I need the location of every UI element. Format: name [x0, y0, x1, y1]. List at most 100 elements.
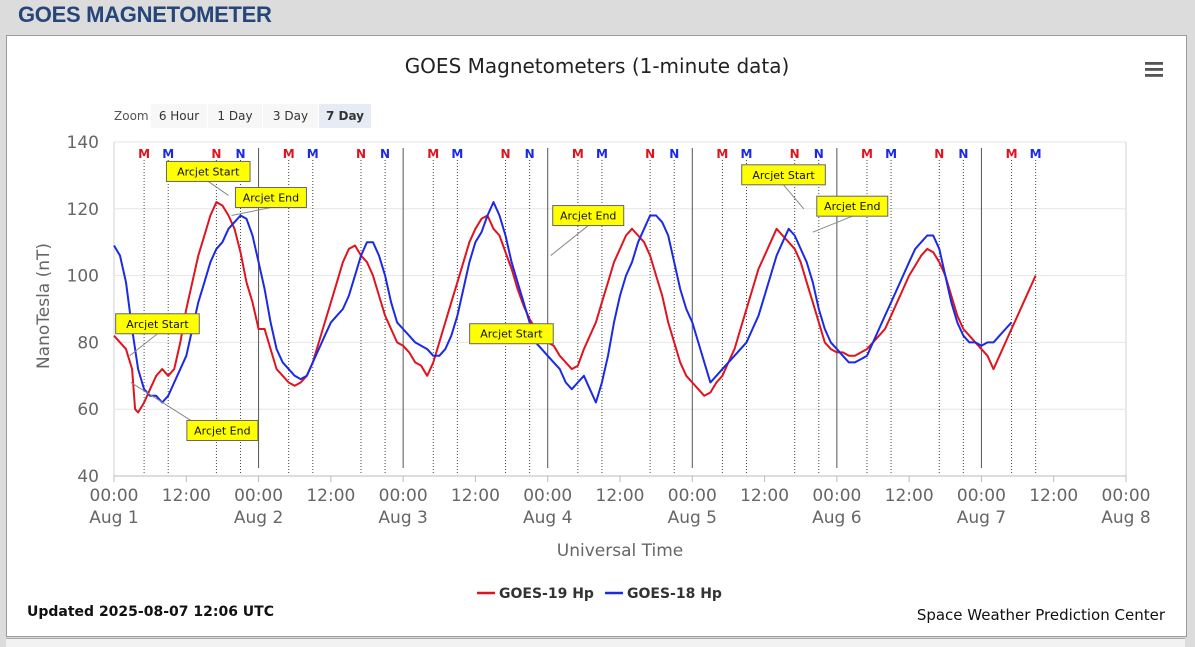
day-mark-m: M [1030, 147, 1042, 161]
y-tick-label: 60 [77, 400, 99, 420]
day-mark-n: N [669, 147, 679, 161]
credit-text: Space Weather Prediction Center [917, 606, 1166, 624]
x-tick-time: 12:00 [451, 486, 500, 506]
arcjet-annotation: Arcjet Start [115, 313, 200, 357]
y-axis-label: NanoTesla (nT) [34, 243, 54, 369]
y-tick-label: 120 [67, 200, 99, 220]
day-mark-n: N [934, 147, 944, 161]
day-mark-n: N [525, 147, 535, 161]
annotation-box [186, 419, 259, 441]
annotation-connector [812, 215, 853, 233]
annotation-label: Arcjet Start [126, 318, 189, 331]
updated-timestamp: Updated 2025-08-07 12:06 UTC [27, 604, 274, 620]
x-tick-time: 00:00 [379, 486, 428, 506]
chart-panel: GOES Magnetometers (1-minute data) Zoom … [6, 35, 1187, 637]
day-mark-m: M [885, 147, 897, 161]
day-mark-n: N [958, 147, 968, 161]
x-tick-time: 00:00 [90, 486, 139, 506]
arcjet-annotation: Arcjet End [130, 382, 259, 441]
annotation-box [552, 205, 625, 227]
arcjet-annotation: Arcjet Start [469, 323, 554, 345]
x-tick-date: Aug 3 [378, 508, 427, 528]
day-mark-m: M [451, 147, 463, 161]
zoom-button-1-day[interactable]: 1 Day [208, 104, 262, 128]
legend: GOES-19 Hp GOES-18 Hp [477, 586, 722, 602]
zoom-button-3-day[interactable]: 3 Day [263, 104, 318, 128]
annotation-box [234, 186, 307, 208]
annotation-connector [231, 206, 272, 216]
annotation-box [741, 164, 826, 186]
annotation-connector [129, 333, 158, 357]
series-layer [113, 201, 1037, 414]
legend-label: GOES-19 Hp [499, 586, 594, 602]
x-tick-date: Aug 5 [668, 508, 717, 528]
zoom-label: Zoom [114, 109, 149, 123]
x-tick-time: 12:00 [596, 486, 645, 506]
x-tick-time: 00:00 [668, 486, 717, 506]
day-mark-m: M [307, 147, 319, 161]
y-tick-label: 100 [67, 267, 99, 287]
x-tick-time: 12:00 [740, 486, 789, 506]
x-tick-date: Aug 1 [89, 508, 138, 528]
annotation-box [469, 323, 554, 345]
zoom-button-label: 7 Day [326, 109, 364, 123]
annotation-box [115, 313, 200, 335]
day-mark-n: N [211, 147, 221, 161]
legend-label: GOES-18 Hp [627, 586, 722, 602]
x-tick-date: Aug 4 [523, 508, 572, 528]
annotation-label: Arcjet Start [752, 169, 815, 182]
annotation-box [165, 160, 251, 182]
annotation-label: Arcjet End [243, 191, 299, 204]
arcjet-annotation: Arcjet End [812, 195, 889, 233]
day-mark-m: M [1006, 147, 1018, 161]
x-tick-time: 00:00 [1102, 486, 1151, 506]
day-mark-n: N [645, 147, 655, 161]
day-mark-n: N [814, 147, 824, 161]
menu-icon[interactable] [1145, 62, 1163, 77]
day-mark-n: N [235, 147, 245, 161]
zoom-button-6-hour[interactable]: 6 Hour [151, 104, 207, 128]
annotation-label: Arcjet Start [177, 165, 240, 178]
x-axis-label: Universal Time [557, 541, 683, 561]
x-tick-time: 00:00 [234, 486, 283, 506]
annotation-connector [550, 225, 589, 256]
y-axis: 40 60 80 100 120 140 [67, 133, 99, 487]
y-tick-label: 140 [67, 133, 99, 153]
x-tick-time: 12:00 [162, 486, 211, 506]
annotation-connector [207, 181, 229, 196]
annotation-label: Arcjet End [194, 424, 250, 437]
day-mark-m: M [283, 147, 295, 161]
legend-item-goes-18[interactable]: GOES-18 Hp [605, 586, 722, 602]
x-tick-date: Aug 2 [234, 508, 283, 528]
day-mark-m: M [596, 147, 608, 161]
page-header: GOES MAGNETOMETER [18, 2, 272, 27]
series-line-goes-18 [113, 201, 1013, 404]
bottom-bar [6, 638, 1185, 647]
day-mark-m: M [427, 147, 439, 161]
day-mark-m: M [741, 147, 753, 161]
series-line-goes-19 [113, 201, 1037, 414]
x-tick-time: 12:00 [885, 486, 934, 506]
legend-item-goes-19[interactable]: GOES-19 Hp [477, 586, 594, 602]
zoom-button-label: 6 Hour [159, 109, 199, 123]
magnetometer-chart: GOES Magnetometers (1-minute data) Zoom … [27, 54, 1166, 624]
day-mark-m: M [138, 147, 150, 161]
x-tick-time: 00:00 [523, 486, 572, 506]
day-mark-n: N [380, 147, 390, 161]
x-tick-time: 12:00 [1029, 486, 1078, 506]
zoom-button-7-day[interactable]: 7 Day [319, 104, 371, 128]
arcjet-annotation: Arcjet Start [741, 164, 826, 210]
day-mark-m: M [572, 147, 584, 161]
y-tick-label: 40 [77, 467, 99, 487]
day-mark-n: N [501, 147, 511, 161]
day-mark-m: M [861, 147, 873, 161]
day-mark-m: M [716, 147, 728, 161]
day-mark-n: N [356, 147, 366, 161]
annotation-label: Arcjet End [824, 200, 880, 213]
day-mark-m: M [162, 147, 174, 161]
annotation-label: Arcjet Start [480, 328, 543, 341]
annotation-connector [783, 184, 805, 210]
annotation-box [816, 195, 889, 217]
